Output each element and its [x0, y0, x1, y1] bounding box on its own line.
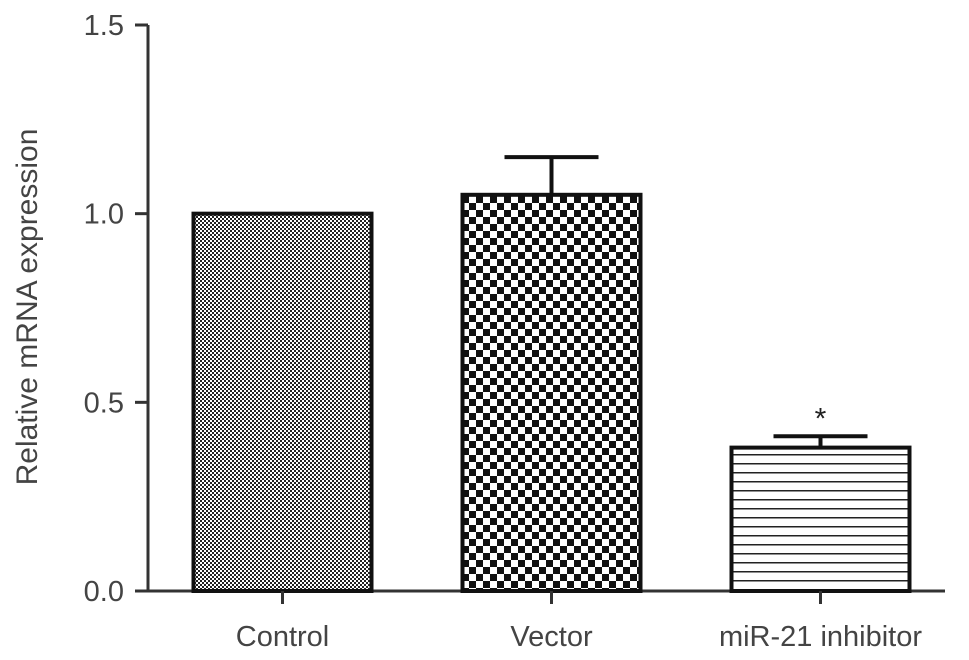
bar-control	[191, 211, 374, 594]
x-tick-label: Control	[236, 621, 330, 653]
y-tick-label: 0.0	[84, 576, 124, 608]
bar-mir-21-inhibitor	[729, 445, 912, 594]
y-tick-label: 1.0	[84, 199, 124, 231]
x-tick-label: miR-21 inhibitor	[719, 621, 922, 653]
y-tick-label: 0.5	[84, 387, 124, 419]
y-tick-label: 1.5	[84, 10, 124, 42]
significance-marker: *	[815, 402, 827, 435]
plot-area: 0.0 0.5 1.0 1.5 Control Vector * miR-21 inhibit…	[84, 10, 945, 653]
bar-vector	[460, 192, 643, 594]
y-axis-title: Relative mRNA expression	[11, 129, 44, 486]
x-tick-label: Vector	[510, 621, 593, 653]
